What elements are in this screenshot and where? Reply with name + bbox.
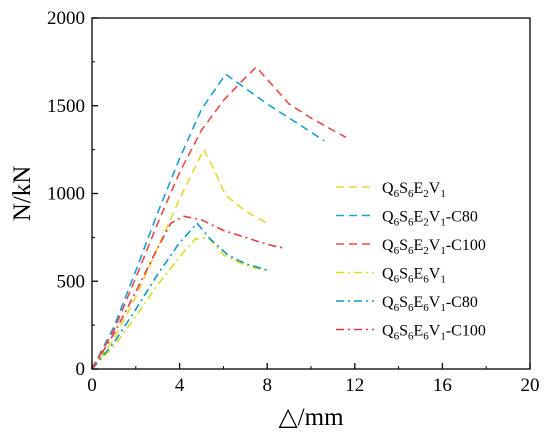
y-tick-label: 2000	[47, 8, 85, 29]
x-tick-label: 4	[175, 375, 185, 396]
legend-label-3: Q6S6E2V1-C100	[382, 237, 486, 257]
legend-label-1: Q6S6E2V1	[382, 180, 446, 200]
series-line-3	[91, 66, 347, 370]
legend-label-5: Q6S6E6V1-C80	[382, 294, 478, 314]
x-tick-label: 0	[87, 375, 97, 396]
y-axis-title: N/kN	[9, 166, 36, 222]
x-tick-label: 16	[433, 375, 452, 396]
series-line-5	[91, 222, 270, 370]
x-tick-label: 12	[345, 375, 364, 396]
y-tick-label: 1000	[47, 184, 85, 205]
series-line-6	[91, 215, 283, 370]
y-tick-label: 0	[76, 359, 86, 380]
legend: Q6S6E2V1 Q6S6E2V1-C80 Q6S6E2V1-C100 Q6S6E6V…	[336, 180, 486, 343]
y-tick-label: 1500	[47, 96, 85, 117]
legend-label-4: Q6S6E6V1	[382, 266, 446, 286]
legend-label-2: Q6S6E2V1-C80	[382, 209, 478, 229]
ticks-layer: 0 4 8 12 16 20 0 500 1000 1500 2000	[47, 8, 540, 396]
plot-border	[91, 17, 531, 370]
series-layer	[91, 66, 347, 370]
x-tick-label: 8	[262, 375, 272, 396]
series-line-4	[91, 236, 268, 370]
x-axis-title: △/mm	[278, 404, 344, 431]
series-line-2	[91, 73, 325, 370]
legend-label-6: Q6S6E6V1-C100	[382, 323, 486, 343]
plot-frame	[91, 17, 531, 370]
y-tick-label: 500	[57, 271, 86, 292]
x-tick-label: 20	[521, 375, 540, 396]
